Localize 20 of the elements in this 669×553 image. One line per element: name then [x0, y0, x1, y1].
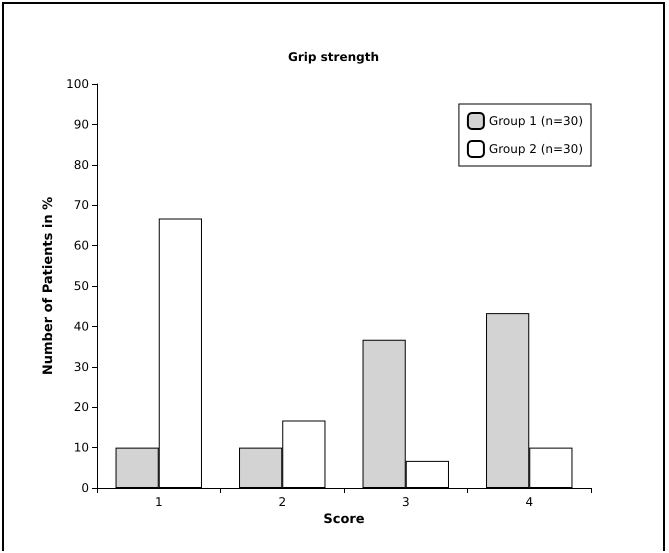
y-tick-label: 20: [74, 400, 89, 414]
y-tick-label: 60: [74, 238, 89, 253]
y-tick-label: 90: [74, 117, 89, 132]
y-tick-label: 100: [66, 77, 89, 91]
y-tick-label: 30: [74, 360, 89, 374]
x-tick-label: 2: [278, 495, 286, 509]
x-tick-label: 3: [402, 495, 410, 509]
x-tick-label: 4: [525, 495, 534, 509]
y-tick-label: 50: [74, 279, 89, 293]
x-tick-label: 1: [154, 495, 163, 509]
y-tick-label: 70: [74, 198, 89, 212]
y-axis-title: Number of Patients in %: [41, 196, 56, 376]
legend-label: Group 2 (n=30): [488, 142, 584, 156]
y-tick-label: 80: [74, 158, 89, 172]
y-tick-label: 40: [74, 319, 89, 334]
legend-label: Group 1 (n=30): [488, 114, 584, 128]
y-tick-label: 0: [81, 481, 89, 495]
y-tick-label: 10: [74, 440, 89, 455]
chart-title: Grip strength: [288, 50, 379, 64]
x-axis-title: Score: [323, 512, 365, 527]
